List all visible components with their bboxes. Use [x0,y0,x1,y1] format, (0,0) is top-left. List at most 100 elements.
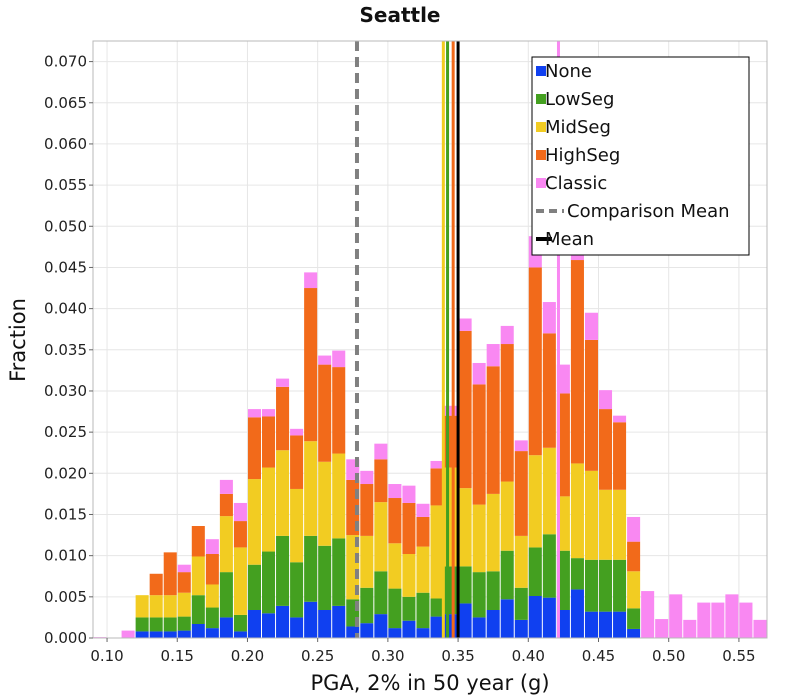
y-tick-label: 0.060 [44,135,87,153]
bar-classic [276,378,290,387]
bar-classic [683,619,697,638]
y-tick-label: 0.010 [44,547,87,565]
bar-lowseg [262,551,276,614]
bar-midseg [599,489,613,560]
bar-none [276,605,290,638]
x-tick-label: 0.30 [371,647,404,665]
bar-none [191,624,205,638]
bar-midseg [416,546,430,593]
bar-none [177,630,191,638]
bar-midseg [346,535,360,600]
chart-title: Seattle [359,3,440,27]
bar-midseg [163,595,177,618]
bar-lowseg [570,558,584,590]
bar-highseg [233,521,247,548]
bar-classic [219,479,233,494]
bar-lowseg [402,596,416,621]
legend-swatch-lowseg [536,94,546,104]
bar-classic [669,594,683,638]
bar-none [219,617,233,638]
y-tick-label: 0.000 [44,629,87,647]
bar-highseg [528,267,542,456]
bar-none [613,611,627,638]
y-tick-label: 0.070 [44,53,87,71]
bar-midseg [458,488,472,567]
x-tick-label: 0.40 [512,647,545,665]
y-tick-label: 0.015 [44,505,87,523]
bar-midseg [135,595,149,618]
bar-classic [500,325,514,345]
bar-classic [233,502,247,522]
x-tick-label: 0.10 [90,647,123,665]
bar-midseg [613,489,627,560]
bar-lowseg [556,550,570,611]
legend-label-lowseg: LowSeg [545,89,614,110]
bar-lowseg [191,595,205,625]
bar-midseg [149,595,163,618]
bar-lowseg [219,572,233,618]
bar-lowseg [276,535,290,606]
bar-classic [121,630,135,638]
y-tick-label: 0.065 [44,94,87,112]
legend-swatch-none [536,66,546,76]
bar-classic [304,272,318,289]
bar-highseg [500,344,514,482]
bar-classic [753,619,767,638]
bar-midseg [542,447,556,535]
y-axis-title: Fraction [6,298,30,382]
bar-classic [388,484,402,499]
bar-midseg [360,535,374,588]
bar-classic [262,409,276,417]
bar-none [528,596,542,638]
y-tick-label: 0.045 [44,258,87,276]
bar-midseg [262,467,276,552]
bar-none [290,617,304,638]
bar-lowseg [472,572,486,618]
bar-classic [584,312,598,340]
bar-midseg [528,455,542,548]
y-tick-label: 0.050 [44,217,87,235]
bar-classic [360,470,374,485]
bar-none [430,616,444,638]
bar-midseg [191,556,205,596]
bar-classic [472,362,486,385]
y-tick-label: 0.025 [44,423,87,441]
bar-highseg [149,573,163,596]
bar-none [149,631,163,638]
x-axis-title: PGA, 2% in 50 year (g) [310,671,549,695]
bar-classic [444,405,458,416]
bar-none [247,610,261,638]
bar-highseg [458,330,472,489]
x-tick-label: 0.25 [301,647,334,665]
bar-lowseg [247,564,261,611]
bar-highseg [163,552,177,596]
bar-lowseg [528,547,542,597]
bar-lowseg [458,566,472,604]
bar-highseg [262,416,276,468]
x-tick-label: 0.50 [652,647,685,665]
bar-classic [542,302,556,334]
bar-highseg [584,339,598,471]
bar-classic [430,460,444,469]
bar-lowseg [599,559,613,612]
bar-midseg [247,479,261,565]
bar-highseg [177,572,191,593]
legend-box [531,56,750,256]
bar-none [627,628,641,638]
bar-midseg [304,441,318,536]
bar-midseg [374,502,388,572]
bar-none [599,611,613,638]
bar-classic [290,428,304,436]
bar-highseg [402,502,416,555]
bar-midseg [486,493,500,572]
bar-highseg [388,498,402,544]
bar-classic [247,409,261,418]
bar-highseg [205,554,219,585]
bar-lowseg [135,617,149,632]
bar-midseg [332,453,346,539]
bar-lowseg [584,559,598,612]
bar-classic [514,440,528,452]
bar-classic [739,602,753,638]
bar-highseg [247,417,261,480]
